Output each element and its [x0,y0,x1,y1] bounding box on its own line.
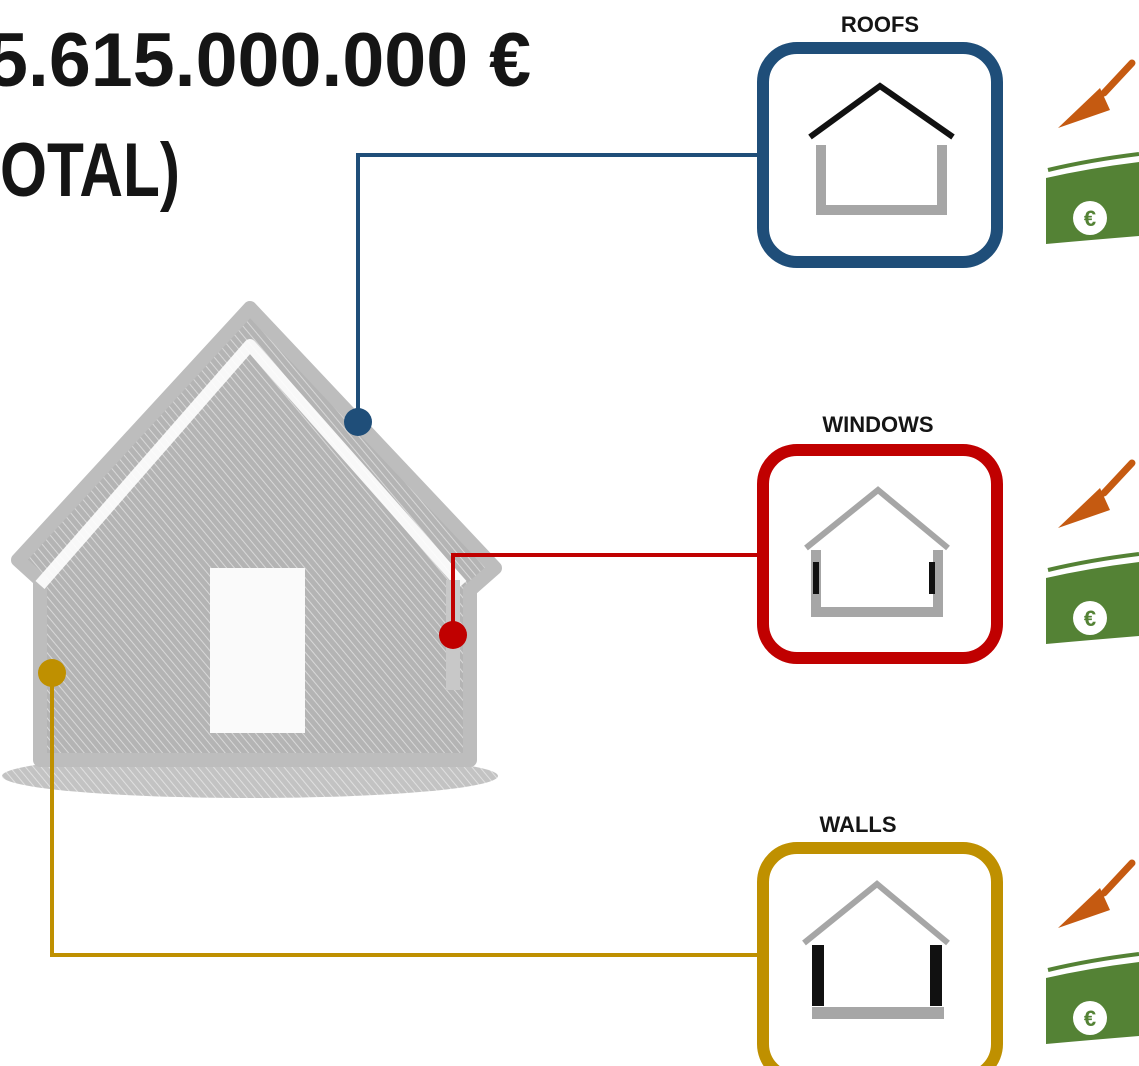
trowel-handle [1100,59,1136,97]
euro-coin [1073,601,1107,635]
total-amount: 5.615.000.000 € [0,18,531,103]
house-sketch [2,301,502,798]
mini-roof [808,82,955,140]
connector-roofs [356,153,760,422]
trowel-icon [1058,488,1110,528]
trowel-handle [1100,859,1136,897]
mini-roof [804,486,950,551]
money-band [1047,952,1139,972]
money-band [1047,552,1139,572]
dot-windows [439,621,467,649]
euro-sign: € [1084,606,1096,631]
item-box [757,842,1003,1066]
euro-coin [1073,201,1107,235]
connector-walls [50,673,760,957]
item-label: ROOFS [841,12,919,37]
trowel-handle [1100,459,1136,497]
icons: € € € [1046,59,1139,1044]
dot-walls [38,659,66,687]
connector-windows [451,553,760,635]
mini-roof [802,880,950,946]
item-label: WINDOWS [822,412,933,437]
trowel-icon [1058,888,1110,928]
money-band [1047,152,1139,172]
total-label: OTAL) [0,128,180,213]
trowel-icon [1058,88,1110,128]
euro-coin [1073,1001,1107,1035]
item-label: WALLS [820,812,897,837]
item-box [757,444,1003,664]
mini-house [816,145,947,215]
euro-sign: € [1084,1006,1096,1031]
euro-sign: € [1084,206,1096,231]
dot-roofs [344,408,372,436]
item-box [757,42,1003,268]
